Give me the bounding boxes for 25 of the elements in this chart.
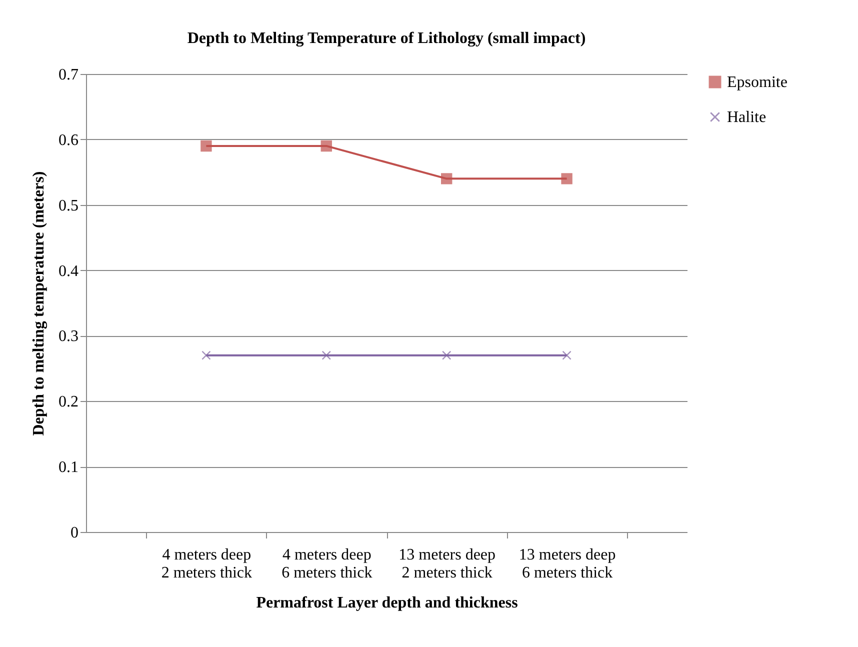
point (202, 350, 211, 360)
x-tick-label: 13 meters deep 6 meters thick (518, 546, 616, 582)
y-tick-label: 0.5 (58, 197, 78, 214)
point (561, 173, 572, 184)
x-tick-label: 4 meters deep 2 meters thick (161, 546, 252, 582)
point (562, 350, 572, 360)
x-tick-label: 4 meters deep 6 meters thick (282, 546, 372, 582)
y-tick-label: 0.2 (58, 394, 78, 411)
point (200, 140, 212, 152)
x-tick-label: 13 meters deep 2 meters thick (398, 546, 496, 582)
point (320, 140, 332, 152)
y-tick-label: 0.3 (58, 328, 78, 346)
y-tick-label: 0.6 (58, 132, 78, 149)
point (442, 350, 452, 360)
point (322, 350, 331, 360)
y-tick-label: 0.1 (58, 459, 78, 476)
legend-label: Epsomite (727, 74, 788, 91)
legend-label: Halite (727, 109, 766, 126)
chart-title: Depth to Melting Temperature of Lithology (small impact) (187, 30, 586, 47)
y-tick-label: 0 (70, 524, 78, 542)
x-axis-title: Permafrost Layer depth and thickness (256, 594, 518, 612)
point (441, 173, 452, 184)
y-tick-label: 0.7 (58, 66, 78, 84)
y-axis-title: Depth to melting temperature (meters) (30, 171, 48, 436)
y-tick-label: 0.4 (58, 262, 78, 280)
